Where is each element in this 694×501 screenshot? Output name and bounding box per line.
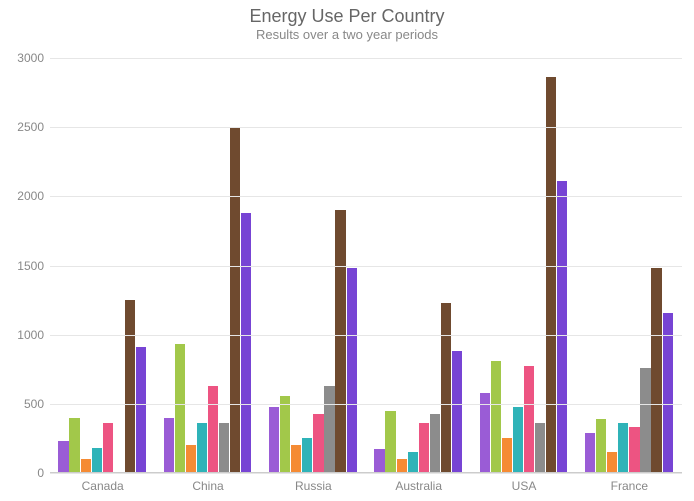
gridline xyxy=(50,335,682,336)
bar xyxy=(535,423,545,473)
bar xyxy=(69,418,79,473)
gridline xyxy=(50,58,682,59)
x-tick-label: USA xyxy=(512,479,537,493)
bar xyxy=(513,407,523,473)
bar xyxy=(491,361,501,473)
gridline xyxy=(50,404,682,405)
bar xyxy=(269,407,279,473)
bar xyxy=(347,268,357,473)
bar xyxy=(441,303,451,473)
gridline xyxy=(50,473,682,474)
bar xyxy=(125,300,135,473)
x-tick-label: Australia xyxy=(395,479,442,493)
energy-chart: Energy Use Per Country Results over a tw… xyxy=(0,0,694,501)
y-tick-label: 3000 xyxy=(17,51,50,65)
bar xyxy=(103,423,113,473)
plot-area: 050010001500200025003000 xyxy=(50,58,682,473)
x-tick-label: China xyxy=(192,479,223,493)
bar xyxy=(385,411,395,473)
gridline xyxy=(50,196,682,197)
bar xyxy=(92,448,102,473)
bar xyxy=(430,414,440,473)
bar xyxy=(164,418,174,473)
bar xyxy=(81,459,91,473)
bar xyxy=(302,438,312,473)
bar xyxy=(452,351,462,473)
bar xyxy=(663,313,673,473)
bar xyxy=(374,449,384,473)
bar xyxy=(219,423,229,473)
bar xyxy=(557,181,567,473)
bar xyxy=(291,445,301,473)
chart-subtitle: Results over a two year periods xyxy=(0,27,694,42)
bar xyxy=(397,459,407,473)
y-tick-label: 1000 xyxy=(17,328,50,342)
y-tick-label: 1500 xyxy=(17,259,50,273)
bar xyxy=(596,419,606,473)
bar xyxy=(640,368,650,473)
bar xyxy=(607,452,617,473)
bar xyxy=(136,347,146,473)
bar xyxy=(651,268,661,473)
y-tick-label: 2000 xyxy=(17,189,50,203)
bar xyxy=(197,423,207,473)
chart-title: Energy Use Per Country xyxy=(0,0,694,27)
gridline xyxy=(50,266,682,267)
bar xyxy=(58,441,68,473)
bar xyxy=(502,438,512,473)
bar xyxy=(186,445,196,473)
bar xyxy=(408,452,418,473)
x-tick-label: France xyxy=(611,479,648,493)
bar xyxy=(280,396,290,473)
gridline xyxy=(50,127,682,128)
bar xyxy=(585,433,595,473)
bar xyxy=(629,427,639,473)
y-tick-label: 500 xyxy=(24,397,50,411)
x-tick-label: Russia xyxy=(295,479,332,493)
bar xyxy=(546,77,556,473)
bar xyxy=(208,386,218,473)
x-axis-labels: Canada China Russia Australia USA France xyxy=(50,477,682,501)
bar xyxy=(419,423,429,473)
x-tick-label: Canada xyxy=(82,479,124,493)
y-tick-label: 0 xyxy=(37,466,50,480)
bar xyxy=(313,414,323,473)
bar xyxy=(241,213,251,473)
bar xyxy=(230,127,240,473)
bar xyxy=(324,386,334,473)
bar xyxy=(175,344,185,473)
bar xyxy=(618,423,628,473)
bar xyxy=(524,366,534,473)
bar xyxy=(335,210,345,473)
y-tick-label: 2500 xyxy=(17,120,50,134)
